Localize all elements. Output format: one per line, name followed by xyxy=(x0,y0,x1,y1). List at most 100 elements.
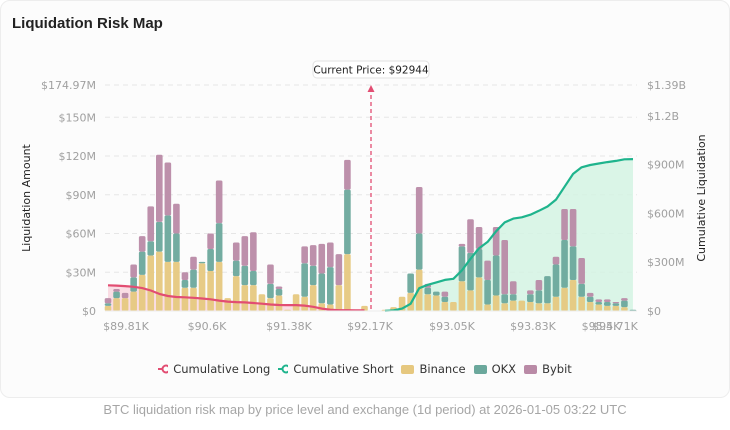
legend-item-cumulative-short[interactable]: Cumulative Short xyxy=(278,362,393,376)
y-tick-left: $150M xyxy=(59,111,97,124)
x-tick: $93.83K xyxy=(510,320,556,333)
bar-binance xyxy=(621,307,628,311)
bar-bybit xyxy=(501,239,508,295)
y-tick-right: $1.39B xyxy=(647,79,686,92)
axes: $0 $30M $60M $90M $120M $150M $174.97M $0 $300M $… xyxy=(20,79,708,333)
bar-binance xyxy=(544,303,551,311)
bar-binance xyxy=(441,301,449,311)
bar-okx xyxy=(595,301,603,305)
bar-binance xyxy=(164,261,172,311)
legend-item-bybit[interactable]: Bybit xyxy=(524,362,572,376)
bar-okx xyxy=(344,189,351,255)
legend: Cumulative Long Cumulative Short Binance… xyxy=(0,362,730,376)
bar-okx xyxy=(561,239,568,288)
ring-icon xyxy=(158,364,169,374)
legend-item-cumulative-long[interactable]: Cumulative Long xyxy=(158,362,270,376)
bar-okx xyxy=(198,261,206,264)
bar-binance xyxy=(292,294,300,311)
y-tick-right: $300M xyxy=(647,256,685,269)
y-tick-right: $1.2B xyxy=(647,110,679,123)
bar-okx xyxy=(578,283,585,297)
bar-bybit xyxy=(309,245,317,266)
bar-binance xyxy=(138,274,146,311)
legend-item-binance[interactable]: Binance xyxy=(401,362,466,376)
bar-bybit xyxy=(241,236,249,266)
bar-bybit xyxy=(207,233,214,250)
bar-bybit xyxy=(121,292,129,299)
bar-binance xyxy=(552,296,560,311)
bar-okx xyxy=(190,269,197,288)
bar-bybit xyxy=(164,162,172,216)
bar-binance xyxy=(509,300,517,311)
bar-bybit xyxy=(267,264,274,284)
x-tick: $93.05K xyxy=(429,320,475,333)
bar-okx xyxy=(241,265,249,286)
bar-okx xyxy=(586,296,594,302)
bar-okx xyxy=(164,215,172,262)
bar-okx xyxy=(267,283,274,299)
cumulative-long-area xyxy=(108,285,365,311)
bar-bybit xyxy=(578,258,585,284)
cumulative-short-line xyxy=(384,158,634,312)
bar-bybit xyxy=(215,180,223,224)
bar-okx xyxy=(492,255,500,296)
legend-item-okx[interactable]: OKX xyxy=(473,362,516,376)
bar-bybit xyxy=(301,246,308,264)
bars xyxy=(104,154,637,311)
legend-label: Cumulative Long xyxy=(173,362,271,376)
bar-bybit xyxy=(458,243,466,247)
x-tick: $94.71K xyxy=(592,320,638,333)
bar-okx xyxy=(250,270,257,286)
bar-binance xyxy=(173,261,180,311)
bar-bybit xyxy=(612,301,620,304)
arrow-up-icon xyxy=(367,85,375,92)
bar-okx xyxy=(527,294,534,302)
bar-okx xyxy=(475,249,483,278)
bar-okx xyxy=(501,294,508,304)
bar-binance xyxy=(156,251,163,311)
bar-binance xyxy=(595,304,603,311)
bar-okx xyxy=(424,287,432,295)
bar-bybit xyxy=(138,236,146,252)
bar-okx xyxy=(309,265,317,286)
legend-label: Cumulative Short xyxy=(293,362,394,376)
bar-bybit xyxy=(595,299,603,302)
bar-bybit xyxy=(509,281,517,295)
swatch-icon xyxy=(473,364,487,374)
y-tick-left: $0 xyxy=(82,305,96,318)
bar-binance xyxy=(433,295,440,311)
bar-binance xyxy=(535,303,543,311)
bar-okx xyxy=(441,296,449,302)
bar-binance xyxy=(578,296,585,311)
bar-okx xyxy=(138,251,146,275)
bar-binance xyxy=(232,276,240,311)
chart-title: Liquidation Risk Map xyxy=(12,15,163,32)
bar-bybit xyxy=(181,272,189,281)
bar-bybit xyxy=(173,203,180,234)
legend-label: Bybit xyxy=(542,362,572,376)
bar-okx xyxy=(544,276,551,304)
bar-binance xyxy=(561,287,568,311)
swatch-icon xyxy=(401,364,415,374)
bar-okx xyxy=(156,221,163,252)
chart-caption: BTC liquidation risk map by price level … xyxy=(103,402,627,417)
bar-bybit xyxy=(156,154,163,222)
y-tick-left: $120M xyxy=(59,150,97,163)
bar-binance xyxy=(604,305,611,311)
bar-bybit xyxy=(130,264,137,278)
bar-bybit xyxy=(569,208,577,247)
bar-bybit xyxy=(415,187,423,234)
bar-bybit xyxy=(318,243,326,274)
bar-binance xyxy=(241,285,249,311)
bar-okx xyxy=(130,277,137,292)
y-tick-left: $90M xyxy=(66,189,97,202)
bar-bybit xyxy=(467,219,474,253)
bar-bybit xyxy=(335,254,343,286)
bar-bybit xyxy=(250,232,257,271)
bar-okx xyxy=(181,280,189,288)
bar-bybit xyxy=(441,291,449,297)
bar-okx xyxy=(604,301,611,306)
y-axis-label-right: Cumulative Liquidation xyxy=(695,134,708,261)
y-tick-right: $0 xyxy=(647,305,661,318)
liquidation-chart: $0 $30M $60M $90M $120M $150M $174.97M $0 $300M $… xyxy=(20,60,708,333)
